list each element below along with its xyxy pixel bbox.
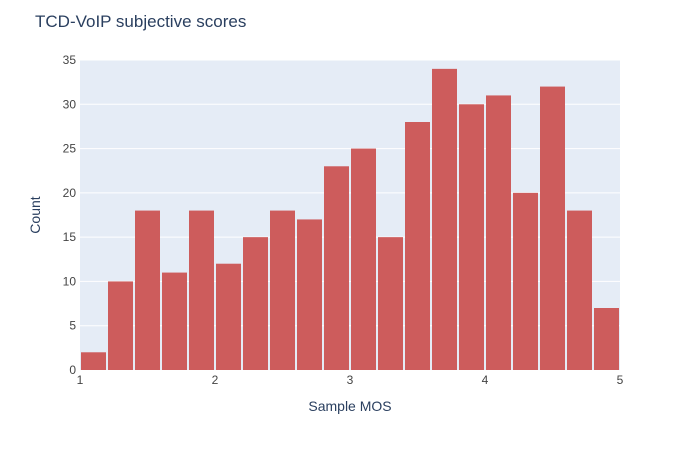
- x-axis-ticks: 1 2 3 4 5: [77, 373, 624, 387]
- y-tick-label: 10: [63, 274, 77, 288]
- x-axis-label: Sample MOS: [308, 398, 391, 414]
- x-tick-label: 1: [77, 373, 84, 387]
- y-tick-label: 35: [63, 53, 77, 67]
- y-tick-label: 25: [63, 142, 77, 156]
- histogram-bar: [81, 352, 106, 370]
- histogram-bar: [405, 122, 430, 370]
- x-tick-label: 5: [617, 373, 624, 387]
- y-tick-label: 0: [69, 363, 76, 377]
- y-tick-label: 20: [63, 186, 77, 200]
- y-axis-ticks: 0 5 10 15 20 25 30 35: [63, 53, 77, 377]
- histogram-bar: [243, 237, 268, 370]
- x-tick-label: 2: [212, 373, 219, 387]
- histogram-bar: [324, 166, 349, 370]
- histogram-bar: [135, 210, 160, 370]
- histogram-bar: [216, 263, 241, 370]
- y-axis-label: Count: [27, 196, 43, 233]
- plot-background: [80, 60, 620, 370]
- histogram-bar: [540, 86, 565, 371]
- y-tick-label: 5: [69, 319, 76, 333]
- histogram-bar: [486, 95, 511, 370]
- histogram-bar: [189, 210, 214, 370]
- histogram-bar: [270, 210, 295, 370]
- histogram-bar: [108, 281, 133, 370]
- histogram-bars: [81, 68, 619, 371]
- x-tick-label: 3: [347, 373, 354, 387]
- histogram-bar: [297, 219, 322, 370]
- histogram-bar: [378, 237, 403, 370]
- chart-title: TCD-VoIP subjective scores: [35, 12, 247, 31]
- y-tick-label: 30: [63, 97, 77, 111]
- histogram-bar: [594, 308, 619, 370]
- histogram-bar: [351, 148, 376, 370]
- histogram-bar: [513, 192, 538, 370]
- histogram-bar: [459, 104, 484, 371]
- histogram-bar: [162, 272, 187, 370]
- histogram-bar: [432, 68, 457, 370]
- histogram-bar: [567, 210, 592, 370]
- y-tick-label: 15: [63, 230, 77, 244]
- x-tick-label: 4: [482, 373, 489, 387]
